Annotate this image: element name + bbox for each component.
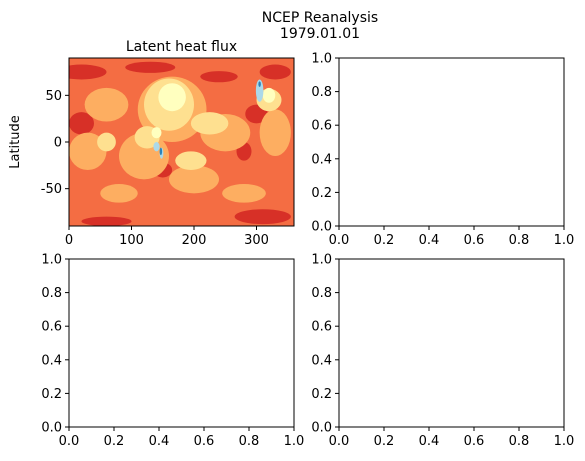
- y-tick-label: 0.0: [311, 220, 332, 235]
- subplot-bottom-right: 0.0 0.2 0.4 0.6 0.8 1.0 0.0 0.2 0.4 0.6 0.8 1.0: [311, 253, 574, 450]
- heatmap-field: [69, 58, 294, 226]
- y-tick-label: 50: [45, 89, 62, 104]
- y-tick-label: 0.0: [311, 421, 332, 436]
- x-tick-label: 0.4: [419, 233, 440, 248]
- axes-frame: [68, 57, 295, 227]
- x-tick-label: 0.4: [419, 434, 440, 449]
- heatmap-patch: [158, 83, 186, 112]
- figure-suptitle-line1: NCEP Reanalysis: [262, 10, 378, 26]
- x-tick-label: 0.2: [374, 233, 395, 248]
- heatmap-patch: [69, 112, 94, 135]
- heatmap-patch: [259, 109, 291, 156]
- heatmap-patch: [159, 147, 163, 156]
- x-tick-label: 0.8: [509, 233, 530, 248]
- y-tick-label: 0.6: [311, 119, 332, 134]
- x-tick-label: 200: [182, 233, 207, 248]
- y-axis-label: Latitude: [8, 115, 23, 169]
- y-tick-label: 0.6: [41, 320, 62, 335]
- heatmap-patch: [259, 64, 291, 80]
- heatmap-patch: [222, 184, 266, 203]
- x-tick-label: 0.2: [104, 434, 125, 449]
- x-tick-label: 0.2: [374, 434, 395, 449]
- x-tick-label: 0.0: [59, 434, 80, 449]
- heatmap-patch: [151, 127, 162, 139]
- figure-suptitle-line2: 1979.01.01: [280, 26, 360, 42]
- x-tick-label: 300: [244, 233, 269, 248]
- x-tick-label: 1.0: [554, 434, 575, 449]
- y-tick-label: 0.8: [311, 85, 332, 100]
- heatmap-patch: [234, 209, 291, 225]
- heatmap-patch: [81, 216, 132, 226]
- x-tick-label: 0.6: [194, 434, 215, 449]
- heatmap-patch: [200, 71, 238, 83]
- y-tick-label: 0.2: [311, 186, 332, 201]
- y-tick-label: 0.4: [311, 353, 332, 368]
- heatmap-patch: [69, 64, 107, 80]
- heatmap-patch: [97, 132, 116, 152]
- y-tick-label: 1.0: [311, 52, 332, 67]
- x-tick-label: 0.0: [329, 233, 350, 248]
- y-tick-label: 0.4: [311, 152, 332, 167]
- x-tick-label: 0.4: [149, 434, 170, 449]
- heatmap-patch: [258, 81, 261, 87]
- heatmap-patch: [175, 151, 207, 171]
- y-tick-label: 1.0: [41, 253, 62, 268]
- y-tick-label: 0.8: [311, 286, 332, 301]
- subplot-top-left: Latent heat flux Latitude 0 100 200 300 -50 0 50: [8, 39, 295, 248]
- heatmap-patch: [100, 184, 138, 203]
- x-tick-label: 0.6: [464, 233, 485, 248]
- heatmap-patch: [169, 165, 219, 194]
- y-tick-label: 0.4: [41, 353, 62, 368]
- y-tick-label: 0: [54, 136, 62, 151]
- y-tick-label: 0.2: [311, 387, 332, 402]
- subplot-title: Latent heat flux: [126, 39, 237, 55]
- y-tick-label: 0.2: [41, 387, 62, 402]
- y-tick-label: 0.8: [41, 286, 62, 301]
- axes-frame: [338, 258, 565, 428]
- x-tick-label: 0.0: [329, 434, 350, 449]
- subplot-bottom-left: 0.0 0.2 0.4 0.6 0.8 1.0 0.0 0.2 0.4 0.6 0.8 1.0: [41, 253, 304, 450]
- heatmap-patch: [190, 112, 229, 135]
- heatmap-patch: [84, 87, 129, 122]
- heatmap-patch: [153, 142, 160, 152]
- axes-frame: [68, 258, 295, 428]
- x-tick-label: 100: [119, 233, 144, 248]
- x-tick-label: 1.0: [554, 233, 575, 248]
- y-tick-label: -50: [41, 182, 62, 197]
- heatmap-patch: [255, 79, 264, 102]
- y-tick-label: 1.0: [311, 253, 332, 268]
- x-tick-label: 0: [65, 233, 73, 248]
- x-tick-label: 0.8: [509, 434, 530, 449]
- x-tick-label: 1.0: [284, 434, 305, 449]
- heatmap-patch: [125, 61, 176, 73]
- y-tick-label: 0.0: [41, 421, 62, 436]
- x-tick-label: 0.8: [239, 434, 260, 449]
- subplot-top-right: 0.0 0.2 0.4 0.6 0.8 1.0 0.0 0.2 0.4 0.6 0.8 1.0: [311, 52, 574, 249]
- x-tick-label: 0.6: [464, 434, 485, 449]
- axes-frame: [338, 57, 565, 227]
- y-tick-label: 0.6: [311, 320, 332, 335]
- heatmap-patch: [262, 87, 276, 103]
